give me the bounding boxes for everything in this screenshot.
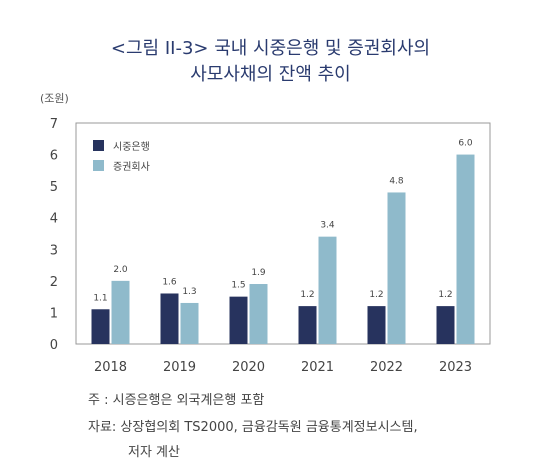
y-tick-label: 7: [50, 117, 58, 132]
x-tick-label: 2018: [94, 360, 127, 375]
bar-value-label: 1.1: [93, 293, 107, 303]
bar-securities: [111, 280, 130, 344]
y-tick-label: 2: [50, 275, 58, 290]
bar-bank: [367, 306, 386, 344]
x-tick-label: 2019: [163, 360, 196, 375]
bar-value-label: 1.5: [231, 281, 245, 291]
chart-note: 주 : 시증은행은 외국계은행 포함: [88, 393, 265, 408]
y-tick-label: 5: [50, 180, 58, 195]
bar-securities: [180, 302, 199, 344]
x-tick-label: 2020: [232, 360, 265, 375]
plot-frame: [75, 122, 491, 345]
y-tick-label: 3: [50, 243, 58, 258]
legend-swatch: [93, 160, 104, 171]
y-tick-label: 4: [50, 212, 58, 227]
y-tick-label: 1: [50, 306, 58, 321]
chart-source-line1: 자료: 상장협의회 TS2000, 금융감독원 금융통계정보시스템,: [88, 420, 418, 435]
bar-value-label: 1.9: [251, 268, 266, 278]
bar-bank: [298, 306, 317, 344]
x-tick-label: 2023: [439, 360, 472, 375]
chart-title-line1: <그림 II-3> 국내 시중은행 및 증권회사의: [110, 38, 431, 59]
bar-value-label: 6.0: [458, 139, 473, 149]
legend-label: 시중은행: [113, 141, 150, 153]
bar-securities: [456, 154, 475, 344]
bar-value-label: 1.2: [369, 290, 383, 300]
bar-securities: [318, 236, 337, 344]
bar-bank: [436, 306, 455, 344]
y-axis-unit: (조원): [40, 92, 69, 105]
bar-value-label: 2.0: [113, 265, 128, 275]
bar-value-label: 1.3: [182, 287, 196, 297]
chart-title-line2: 사모사채의 잔액 추이: [190, 64, 351, 85]
bar-securities: [387, 192, 406, 344]
bar-value-label: 3.4: [320, 221, 335, 231]
bar-value-label: 4.8: [389, 176, 404, 186]
y-tick-label: 6: [50, 149, 58, 164]
bar-bank: [91, 309, 110, 344]
bar-value-label: 1.2: [438, 290, 452, 300]
x-tick-label: 2022: [370, 360, 403, 375]
x-tick-label: 2021: [301, 360, 334, 375]
bar-value-label: 1.6: [162, 277, 177, 287]
chart-source-line2: 저자 계산: [128, 445, 180, 460]
bar-bank: [229, 296, 248, 344]
y-tick-label: 0: [50, 338, 58, 353]
bar-bank: [160, 293, 179, 344]
legend-swatch: [93, 140, 104, 151]
legend-label: 증권회사: [113, 161, 150, 173]
bar-value-label: 1.2: [300, 290, 314, 300]
bar-securities: [249, 284, 268, 344]
